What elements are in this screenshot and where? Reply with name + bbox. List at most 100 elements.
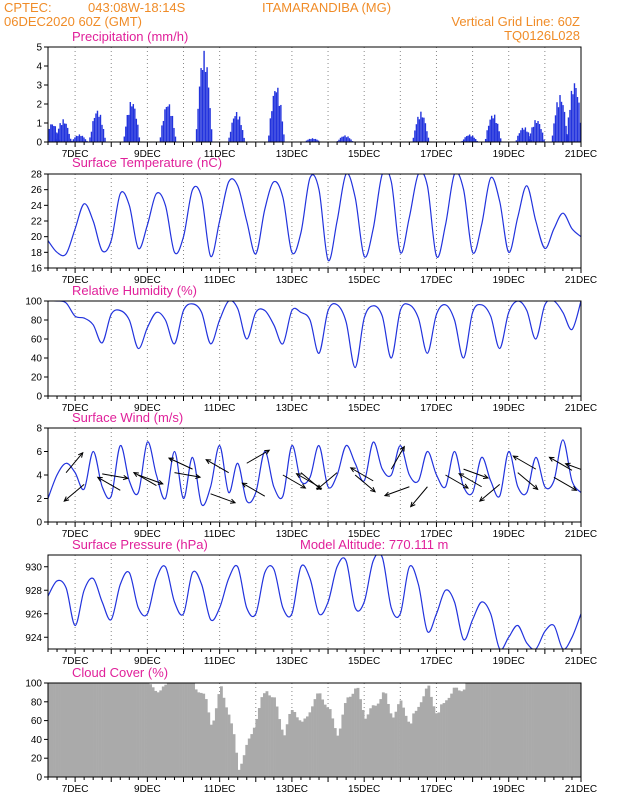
y-tick-label: 80: [31, 697, 43, 708]
y-tick-label: 28: [31, 170, 43, 181]
wind-arrow-head: [548, 456, 555, 462]
wind-arrow-shaft: [479, 484, 501, 502]
precip-bar: [90, 131, 93, 142]
cloud-bar: [526, 683, 529, 777]
header-grid-note: Vertical Grid Line: 60Z: [451, 14, 580, 29]
cloud-bar: [106, 683, 110, 777]
cloud-bar: [194, 689, 198, 777]
cloud-bar: [447, 697, 451, 777]
cloud-bar: [192, 683, 196, 777]
cloud-bar: [131, 683, 135, 777]
x-tick-label: 17DEC: [420, 275, 452, 286]
precip-bar: [423, 117, 425, 142]
series-line-pressure: [48, 555, 581, 649]
precip-bar: [168, 104, 171, 142]
header-coords: 043:08W-18:14S: [88, 0, 186, 15]
precip-bar: [48, 128, 51, 142]
cloud-bar: [485, 683, 489, 777]
cloud-bar: [579, 683, 581, 777]
wind-arrow-shaft: [133, 472, 157, 487]
cloud-bar: [510, 683, 514, 777]
y-tick-label: 20: [31, 754, 43, 765]
cloud-bar: [505, 683, 509, 777]
precip-bar: [495, 122, 497, 142]
wind-arrow-shaft: [205, 459, 229, 474]
precip-bar: [277, 87, 279, 142]
wind-arrow-shaft: [513, 455, 537, 470]
precip-bar: [57, 128, 60, 142]
cloud-bar: [440, 704, 443, 777]
y-tick-label: 20: [31, 232, 43, 243]
cloud-bar: [308, 712, 312, 777]
wind-arrows: [48, 445, 581, 508]
series-line-wind: [48, 439, 581, 507]
precip-bar: [499, 138, 502, 142]
cloud-bar: [326, 707, 330, 777]
precip-bar: [232, 118, 235, 142]
x-tick-label: 19DEC: [493, 656, 525, 667]
cloud-bar: [184, 683, 188, 777]
x-tick-label: 13DEC: [276, 656, 308, 667]
wind-arrow-head: [264, 449, 271, 455]
panel-frame: [47, 682, 582, 778]
cloud-bar: [85, 683, 89, 777]
cloud-bar: [437, 712, 441, 777]
cloud-bar: [280, 729, 284, 777]
precip-bar: [128, 114, 130, 142]
wind-arrow-shaft: [97, 476, 121, 491]
cloud-bar: [169, 683, 173, 777]
cloud-bar: [242, 755, 246, 777]
y-tick-label: 20: [31, 373, 43, 384]
precip-bar: [308, 138, 311, 142]
wind-arrow-shaft: [458, 473, 482, 488]
precip-bar: [551, 135, 554, 142]
cloud-bar: [245, 744, 249, 777]
precip-bar: [528, 139, 530, 142]
cloud-bar: [293, 711, 297, 777]
x-tick-label: 7DEC: [62, 275, 89, 286]
cloud-bar: [263, 693, 266, 777]
precip-bar: [537, 121, 539, 142]
wind-arrow-head: [383, 491, 390, 497]
precip-bar: [167, 106, 169, 142]
precip-bar: [206, 67, 208, 142]
wind-arrow-head: [241, 482, 248, 488]
panel-frame: [47, 300, 582, 397]
cloud-bar: [351, 693, 355, 777]
precip-bar: [131, 106, 133, 142]
cloud-bar: [73, 683, 77, 777]
precip-bar: [475, 139, 477, 142]
panel-annotation-pressure: Model Altitude: 770.111 m: [300, 537, 448, 552]
cloud-bar: [225, 707, 228, 777]
precip-bar: [171, 115, 174, 142]
x-tick-label: 21DEC: [565, 275, 597, 286]
panel-pressure: Surface Pressure (hPa) Model Altitude: 77…: [25, 537, 597, 667]
cloud-bar: [121, 683, 125, 777]
header-station: ITAMARANDIBA (MG): [262, 0, 391, 15]
precip-bar: [229, 131, 232, 142]
precip-bar: [484, 138, 487, 142]
cloud-bar: [349, 696, 352, 777]
wind-arrow-shaft: [282, 474, 306, 489]
grid-lines: [74, 555, 546, 649]
cloud-bar: [551, 683, 555, 777]
cloud-bar: [569, 683, 572, 777]
x-tick-label: 17DEC: [420, 149, 452, 160]
precip-bar: [412, 137, 415, 142]
precip-bar: [96, 110, 99, 142]
y-tick-label: 4: [36, 471, 42, 482]
x-tick-label: 19DEC: [493, 784, 525, 795]
cloud-bar: [498, 683, 502, 777]
precip-bar: [418, 119, 421, 142]
x-tick-label: 9DEC: [134, 275, 161, 286]
precip-bar: [60, 125, 63, 142]
x-axis: 7DEC 9DEC 11DEC 13DEC 15DEC 17DEC 19DEC 21DEC: [47, 777, 597, 795]
x-tick-label: 11DEC: [204, 656, 236, 667]
cloud-bar: [118, 683, 122, 777]
precip-bar: [342, 136, 345, 142]
cloud-bar: [265, 691, 269, 777]
wind-arrow-head: [571, 485, 578, 491]
panel-frame: [47, 173, 582, 269]
precip-bar: [89, 137, 91, 142]
